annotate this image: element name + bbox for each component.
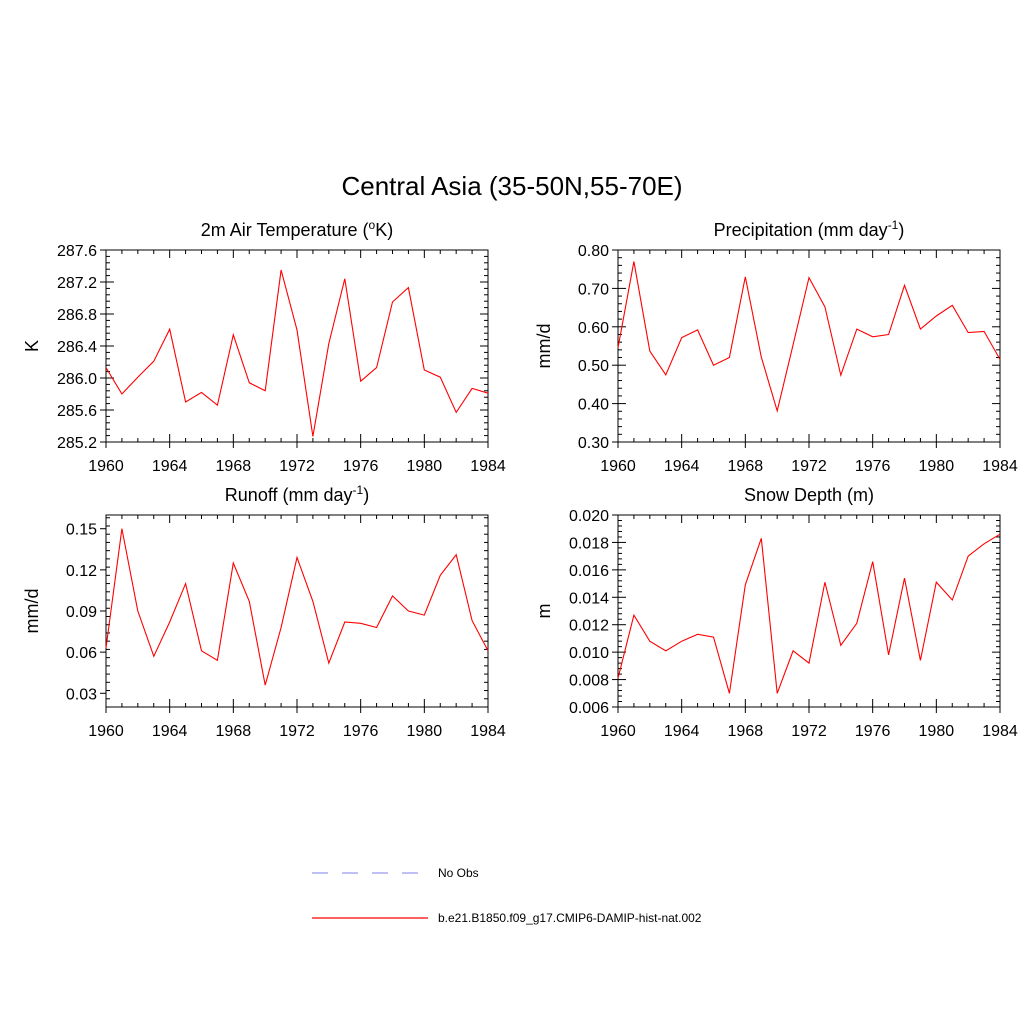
y-tick-label: 286.8 bbox=[57, 307, 97, 324]
y-tick-label: 287.2 bbox=[57, 275, 97, 292]
y-tick-label: 0.03 bbox=[66, 686, 97, 703]
x-tick-label: 1960 bbox=[88, 458, 124, 475]
panel-title: 2m Air Temperature (oK) bbox=[201, 218, 393, 240]
y-axis-label: m bbox=[534, 604, 554, 619]
panel-title: Runoff (mm day-1) bbox=[225, 483, 369, 505]
y-tick-label: 286.0 bbox=[57, 371, 97, 388]
y-tick-label: 0.008 bbox=[569, 673, 609, 690]
legend-label-1: No Obs bbox=[438, 866, 479, 880]
y-tick-label: 286.4 bbox=[57, 339, 97, 356]
figure-title: Central Asia (35-50N,55-70E) bbox=[341, 171, 682, 201]
x-tick-label: 1960 bbox=[600, 723, 636, 740]
x-tick-label: 1984 bbox=[982, 723, 1018, 740]
panels-group: 1960 1964 1968 1972 1976 1980 1984 285.2 285.6 28… bbox=[22, 218, 1018, 740]
panel-3: 1960 1964 1968 1972 1976 1980 1984 0.03 0.06 0.09… bbox=[22, 483, 506, 740]
panel-2: 1960 1964 1968 1972 1976 1980 1984 0.30 0.40 0.50… bbox=[534, 218, 1018, 475]
y-tick-label: 0.60 bbox=[578, 320, 609, 337]
x-tick-label: 1984 bbox=[470, 723, 506, 740]
y-tick-label: 0.12 bbox=[66, 563, 97, 580]
legend: No Obs b.e21.B1850.f09_g17.CMIP6-DAMIP-hi… bbox=[312, 866, 702, 925]
x-tick-label: 1980 bbox=[919, 723, 955, 740]
x-tick-label: 1968 bbox=[728, 723, 764, 740]
y-tick-label: 287.6 bbox=[57, 243, 97, 260]
legend-label-2: b.e21.B1850.f09_g17.CMIP6-DAMIP-hist-nat… bbox=[438, 911, 702, 925]
x-tick-label: 1968 bbox=[216, 723, 252, 740]
y-axis-label: K bbox=[22, 340, 42, 352]
x-tick-label: 1976 bbox=[855, 458, 891, 475]
y-tick-label: 0.010 bbox=[569, 645, 609, 662]
x-tick-label: 1968 bbox=[728, 458, 764, 475]
y-tick-label: 0.09 bbox=[66, 604, 97, 621]
x-tick-label: 1976 bbox=[343, 458, 379, 475]
x-tick-label: 1972 bbox=[791, 723, 827, 740]
x-tick-label: 1976 bbox=[855, 723, 891, 740]
y-tick-label: 0.06 bbox=[66, 645, 97, 662]
x-tick-label: 1972 bbox=[279, 458, 315, 475]
x-tick-label: 1964 bbox=[664, 458, 700, 475]
y-tick-label: 0.70 bbox=[578, 281, 609, 298]
y-tick-label: 0.50 bbox=[578, 358, 609, 375]
series-line bbox=[105, 269, 489, 437]
y-tick-label: 0.012 bbox=[569, 618, 609, 635]
y-tick-label: 0.016 bbox=[569, 563, 609, 580]
y-axis-label: mm/d bbox=[534, 324, 554, 369]
x-tick-label: 1976 bbox=[343, 723, 379, 740]
y-tick-label: 0.014 bbox=[569, 590, 609, 607]
series-line bbox=[105, 528, 489, 686]
y-tick-label: 0.30 bbox=[578, 435, 609, 452]
x-tick-label: 1964 bbox=[152, 723, 188, 740]
panel-title: Snow Depth (m) bbox=[744, 485, 874, 505]
x-tick-label: 1972 bbox=[791, 458, 827, 475]
x-tick-label: 1964 bbox=[152, 458, 188, 475]
x-tick-label: 1964 bbox=[664, 723, 700, 740]
x-tick-label: 1980 bbox=[919, 458, 955, 475]
y-tick-label: 0.020 bbox=[569, 508, 609, 525]
y-axis-label: mm/d bbox=[22, 589, 42, 634]
x-tick-label: 1984 bbox=[470, 458, 506, 475]
panel-title: Precipitation (mm day-1) bbox=[714, 218, 905, 240]
series-line bbox=[617, 261, 1001, 414]
y-tick-label: 0.018 bbox=[569, 535, 609, 552]
y-tick-label: 0.40 bbox=[578, 397, 609, 414]
x-tick-label: 1980 bbox=[407, 458, 443, 475]
panel-4: 1960 1964 1968 1972 1976 1980 1984 0.006 0.008 0.… bbox=[534, 485, 1018, 740]
x-tick-label: 1972 bbox=[279, 723, 315, 740]
x-tick-label: 1968 bbox=[216, 458, 252, 475]
y-tick-label: 285.6 bbox=[57, 403, 97, 420]
series-line bbox=[617, 533, 1001, 694]
x-tick-label: 1984 bbox=[982, 458, 1018, 475]
x-tick-label: 1960 bbox=[88, 723, 124, 740]
y-tick-label: 285.2 bbox=[57, 435, 97, 452]
y-tick-label: 0.80 bbox=[578, 243, 609, 260]
x-tick-label: 1960 bbox=[600, 458, 636, 475]
y-tick-label: 0.006 bbox=[569, 700, 609, 717]
panel-1: 1960 1964 1968 1972 1976 1980 1984 285.2 285.6 28… bbox=[22, 218, 506, 475]
y-tick-label: 0.15 bbox=[66, 522, 97, 539]
x-tick-label: 1980 bbox=[407, 723, 443, 740]
